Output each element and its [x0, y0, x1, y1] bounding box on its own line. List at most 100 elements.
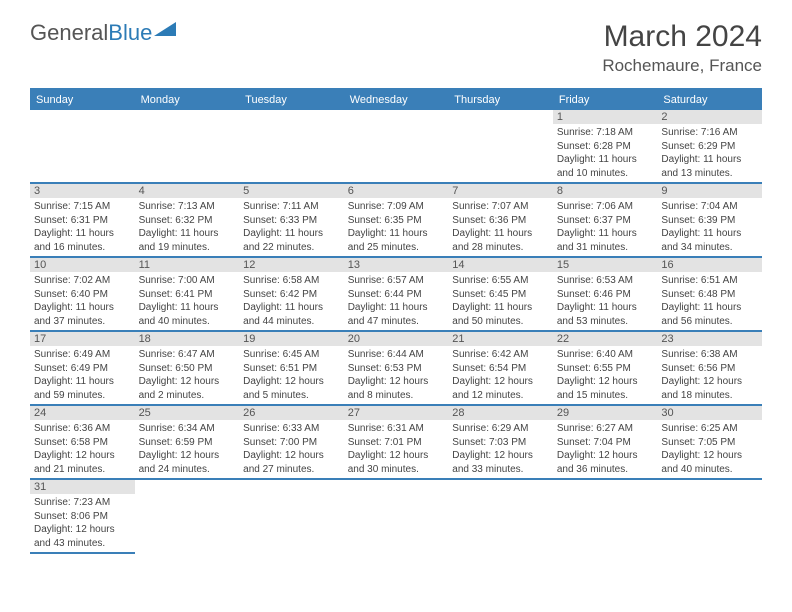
sunrise-line: Sunrise: 7:07 AM [452, 200, 549, 214]
day-number: 5 [239, 184, 344, 198]
calendar-cell: 2Sunrise: 7:16 AMSunset: 6:29 PMDaylight… [657, 110, 762, 184]
calendar-cell: 12Sunrise: 6:58 AMSunset: 6:42 PMDayligh… [239, 258, 344, 332]
calendar-cell: 21Sunrise: 6:42 AMSunset: 6:54 PMDayligh… [448, 332, 553, 406]
sunset-line: Sunset: 7:01 PM [348, 436, 445, 450]
sunset-line: Sunset: 7:00 PM [243, 436, 340, 450]
cell-body: Sunrise: 7:13 AMSunset: 6:32 PMDaylight:… [135, 198, 240, 256]
sunset-line: Sunset: 6:44 PM [348, 288, 445, 302]
sunrise-line: Sunrise: 6:53 AM [557, 274, 654, 288]
sunset-line: Sunset: 6:35 PM [348, 214, 445, 228]
calendar-cell: 7 Sunrise: 7:07 AMSunset: 6:36 PMDaylight… [448, 184, 553, 258]
day-number: 7 [448, 184, 553, 198]
sunrise-line: Sunrise: 6:36 AM [34, 422, 131, 436]
cell-body: Sunrise: 6:58 AMSunset: 6:42 PMDaylight:… [239, 272, 344, 330]
sunset-line: Sunset: 6:58 PM [34, 436, 131, 450]
day-number: 14 [448, 258, 553, 272]
sunset-line: Sunset: 6:50 PM [139, 362, 236, 376]
daylight-line: Daylight: 12 hours and 12 minutes. [452, 375, 549, 402]
day-number: 4 [135, 184, 240, 198]
calendar-cell: 24Sunrise: 6:36 AMSunset: 6:58 PMDayligh… [30, 406, 135, 480]
sunset-line: Sunset: 6:39 PM [661, 214, 758, 228]
day-number: 13 [344, 258, 449, 272]
cell-body: Sunrise: 6:51 AMSunset: 6:48 PMDaylight:… [657, 272, 762, 330]
weekday-header: Monday [135, 90, 240, 110]
calendar-cell: 27Sunrise: 6:31 AMSunset: 7:01 PMDayligh… [344, 406, 449, 480]
day-number: 21 [448, 332, 553, 346]
sunrise-line: Sunrise: 6:25 AM [661, 422, 758, 436]
logo-general: General [30, 20, 108, 46]
sunset-line: Sunset: 7:03 PM [452, 436, 549, 450]
cell-body: Sunrise: 7:06 AMSunset: 6:37 PMDaylight:… [553, 198, 658, 256]
day-number: 17 [30, 332, 135, 346]
daylight-line: Daylight: 11 hours and 56 minutes. [661, 301, 758, 328]
sunrise-line: Sunrise: 7:13 AM [139, 200, 236, 214]
sunrise-line: Sunrise: 6:27 AM [557, 422, 654, 436]
cell-body: Sunrise: 7:04 AMSunset: 6:39 PMDaylight:… [657, 198, 762, 256]
sunset-line: Sunset: 6:53 PM [348, 362, 445, 376]
calendar-cell [448, 480, 553, 554]
daylight-line: Daylight: 11 hours and 59 minutes. [34, 375, 131, 402]
day-number: 16 [657, 258, 762, 272]
daylight-line: Daylight: 12 hours and 40 minutes. [661, 449, 758, 476]
logo-blue: Blue [108, 20, 152, 46]
sunrise-line: Sunrise: 7:00 AM [139, 274, 236, 288]
daylight-line: Daylight: 11 hours and 34 minutes. [661, 227, 758, 254]
daylight-line: Daylight: 11 hours and 19 minutes. [139, 227, 236, 254]
day-number: 15 [553, 258, 658, 272]
daylight-line: Daylight: 11 hours and 22 minutes. [243, 227, 340, 254]
cell-body: Sunrise: 6:57 AMSunset: 6:44 PMDaylight:… [344, 272, 449, 330]
daylight-line: Daylight: 11 hours and 16 minutes. [34, 227, 131, 254]
day-number: 12 [239, 258, 344, 272]
sunrise-line: Sunrise: 6:49 AM [34, 348, 131, 362]
cell-body: Sunrise: 6:34 AMSunset: 6:59 PMDaylight:… [135, 420, 240, 478]
sunset-line: Sunset: 6:55 PM [557, 362, 654, 376]
day-number: 3 [30, 184, 135, 198]
calendar-cell: 13Sunrise: 6:57 AMSunset: 6:44 PMDayligh… [344, 258, 449, 332]
weekday-header: Saturday [657, 90, 762, 110]
daylight-line: Daylight: 12 hours and 33 minutes. [452, 449, 549, 476]
calendar-cell: 28Sunrise: 6:29 AMSunset: 7:03 PMDayligh… [448, 406, 553, 480]
calendar-cell: 30 Sunrise: 6:25 AMSunset: 7:05 PMDayligh… [657, 406, 762, 480]
calendar-cell: 14Sunrise: 6:55 AMSunset: 6:45 PMDayligh… [448, 258, 553, 332]
calendar-cell: 9Sunrise: 7:04 AMSunset: 6:39 PMDaylight… [657, 184, 762, 258]
calendar-cell [239, 480, 344, 554]
cell-body: Sunrise: 7:16 AMSunset: 6:29 PMDaylight:… [657, 124, 762, 182]
sunset-line: Sunset: 7:04 PM [557, 436, 654, 450]
calendar-cell: 18Sunrise: 6:47 AMSunset: 6:50 PMDayligh… [135, 332, 240, 406]
cell-body: Sunrise: 7:09 AMSunset: 6:35 PMDaylight:… [344, 198, 449, 256]
weekday-header: Tuesday [239, 90, 344, 110]
calendar-cell: 22Sunrise: 6:40 AMSunset: 6:55 PMDayligh… [553, 332, 658, 406]
sunset-line: Sunset: 6:36 PM [452, 214, 549, 228]
sunrise-line: Sunrise: 7:09 AM [348, 200, 445, 214]
sunrise-line: Sunrise: 6:31 AM [348, 422, 445, 436]
sunset-line: Sunset: 6:37 PM [557, 214, 654, 228]
day-number: 6 [344, 184, 449, 198]
calendar-cell [30, 110, 135, 184]
day-number: 9 [657, 184, 762, 198]
daylight-line: Daylight: 12 hours and 15 minutes. [557, 375, 654, 402]
calendar-cell: 15Sunrise: 6:53 AMSunset: 6:46 PMDayligh… [553, 258, 658, 332]
daylight-line: Daylight: 11 hours and 10 minutes. [557, 153, 654, 180]
day-number: 20 [344, 332, 449, 346]
cell-body: Sunrise: 7:00 AMSunset: 6:41 PMDaylight:… [135, 272, 240, 330]
sunset-line: Sunset: 7:05 PM [661, 436, 758, 450]
sunrise-line: Sunrise: 6:45 AM [243, 348, 340, 362]
sunrise-line: Sunrise: 7:15 AM [34, 200, 131, 214]
day-number: 30 [657, 406, 762, 420]
sunset-line: Sunset: 6:42 PM [243, 288, 340, 302]
cell-body: Sunrise: 7:15 AMSunset: 6:31 PMDaylight:… [30, 198, 135, 256]
weekday-header: Wednesday [344, 90, 449, 110]
cell-body: Sunrise: 6:40 AMSunset: 6:55 PMDaylight:… [553, 346, 658, 404]
daylight-line: Daylight: 12 hours and 18 minutes. [661, 375, 758, 402]
daylight-line: Daylight: 11 hours and 44 minutes. [243, 301, 340, 328]
daylight-line: Daylight: 11 hours and 28 minutes. [452, 227, 549, 254]
day-number: 10 [30, 258, 135, 272]
sunrise-line: Sunrise: 6:42 AM [452, 348, 549, 362]
daylight-line: Daylight: 11 hours and 50 minutes. [452, 301, 549, 328]
calendar-cell: 6Sunrise: 7:09 AMSunset: 6:35 PMDaylight… [344, 184, 449, 258]
sunset-line: Sunset: 6:40 PM [34, 288, 131, 302]
calendar-cell [448, 110, 553, 184]
daylight-line: Daylight: 11 hours and 31 minutes. [557, 227, 654, 254]
day-number: 18 [135, 332, 240, 346]
calendar-cell: 26Sunrise: 6:33 AMSunset: 7:00 PMDayligh… [239, 406, 344, 480]
